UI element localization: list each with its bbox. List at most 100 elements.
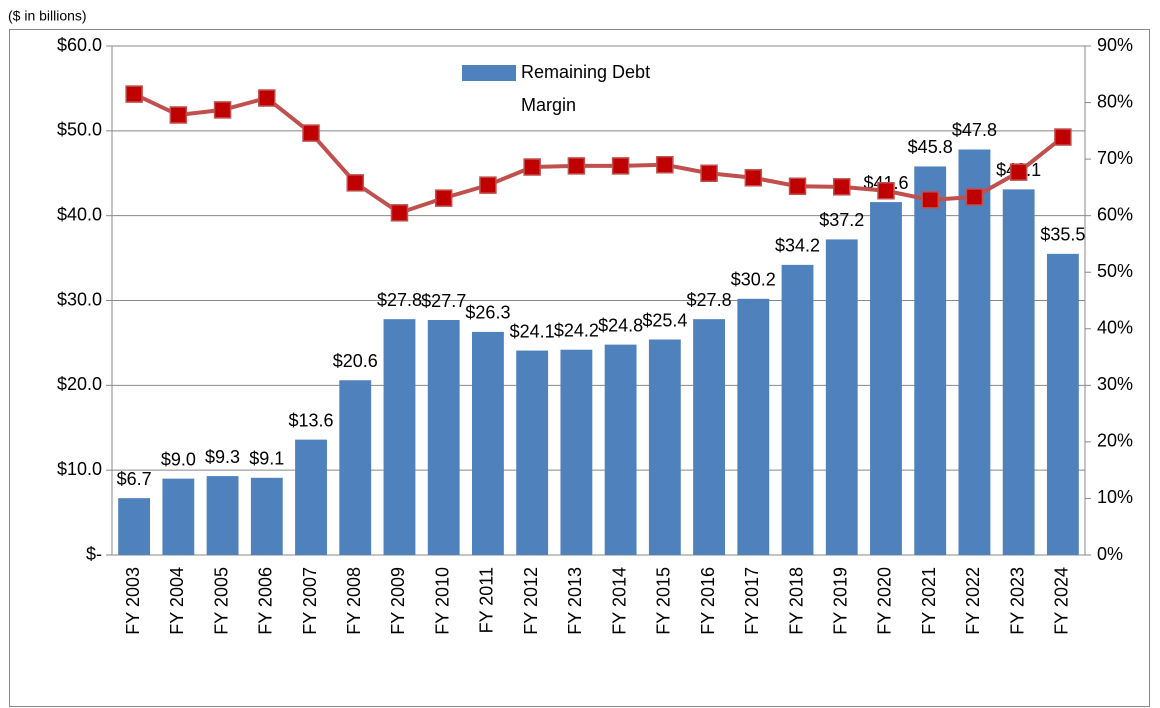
x-tick-label: FY 2011 [477, 567, 497, 633]
marker [258, 89, 276, 107]
bar [516, 350, 549, 555]
y-tick-label: $30.0 [57, 289, 102, 309]
x-tick-label: FY 2019 [831, 567, 851, 635]
y2-tick-label: 10% [1097, 487, 1133, 507]
bar [870, 202, 902, 556]
marker [213, 101, 232, 119]
bar [737, 298, 770, 555]
x-tick-label: FY 2010 [432, 567, 452, 635]
y-tick-label: $40.0 [57, 204, 102, 224]
x-tick-label: FY 2015 [654, 567, 674, 635]
x-tick-label: FY 2013 [565, 567, 585, 635]
bar [472, 331, 504, 555]
legend-label: Remaining Debt [521, 62, 650, 82]
x-tick-label: FY 2023 [1007, 567, 1027, 635]
x-tick-label: FY 2016 [698, 567, 718, 635]
bar [604, 344, 637, 555]
y-tick-label: $20.0 [57, 374, 102, 394]
data-label: $27.8 [687, 290, 732, 310]
marker [567, 157, 586, 175]
marker [1054, 128, 1072, 146]
marker [700, 164, 718, 182]
data-label: $30.2 [731, 270, 776, 290]
marker [523, 158, 541, 176]
marker [346, 174, 364, 192]
bar [825, 239, 858, 556]
y2-tick-label: 60% [1097, 204, 1133, 224]
data-label: $25.4 [642, 310, 687, 330]
bar [1002, 189, 1035, 555]
marker [479, 176, 497, 194]
x-tick-label: FY 2017 [742, 567, 762, 635]
y-tick-label: $10.0 [57, 459, 102, 479]
marker [390, 204, 409, 222]
marker [877, 182, 895, 200]
x-tick-label: FY 2003 [123, 567, 143, 635]
x-tick-label: FY 2022 [963, 567, 983, 635]
bar [914, 166, 947, 556]
data-label: $24.8 [598, 315, 643, 335]
x-tick-label: FY 2024 [1052, 567, 1072, 635]
x-tick-label: FY 2009 [388, 567, 408, 635]
data-label: $24.1 [510, 321, 555, 341]
data-label: $27.7 [421, 291, 466, 311]
marker [125, 85, 143, 103]
bar [648, 339, 681, 555]
bar [383, 319, 416, 555]
bar [693, 319, 725, 555]
y2-tick-label: 50% [1097, 261, 1133, 281]
x-tick-label: FY 2008 [344, 567, 364, 635]
bar [958, 149, 991, 555]
marker [921, 191, 939, 209]
y2-tick-label: 70% [1097, 148, 1133, 168]
marker [169, 106, 188, 124]
y2-tick-label: 80% [1097, 91, 1133, 111]
x-tick-label: FY 2012 [521, 567, 541, 635]
bar [118, 498, 151, 555]
data-label: $24.2 [554, 320, 599, 340]
y2-tick-label: 0% [1097, 544, 1123, 564]
chart-subtitle: ($ in billions) [8, 8, 87, 24]
bar [1046, 253, 1079, 555]
marker [434, 189, 453, 207]
bar [206, 476, 239, 555]
data-label: $35.5 [1040, 225, 1085, 245]
legend-label: Margin [521, 95, 576, 115]
x-tick-label: FY 2007 [300, 567, 320, 635]
marker [611, 157, 630, 175]
y2-tick-label: 20% [1097, 431, 1133, 451]
bar [339, 380, 372, 555]
y-tick-label: $50.0 [57, 120, 102, 140]
bar [427, 320, 460, 555]
data-label: $47.8 [952, 120, 997, 140]
x-tick-label: FY 2005 [211, 567, 231, 635]
x-tick-label: FY 2018 [786, 567, 806, 635]
data-label: $26.3 [465, 303, 510, 323]
y-tick-label: $60.0 [57, 35, 102, 55]
x-tick-label: FY 2004 [167, 567, 187, 635]
marker [656, 156, 674, 174]
marker [744, 169, 763, 187]
x-tick-label: FY 2021 [919, 567, 939, 635]
data-label: $37.2 [819, 210, 864, 230]
bar [781, 264, 814, 555]
y2-tick-label: 30% [1097, 374, 1133, 394]
data-label: $45.8 [908, 137, 953, 157]
x-tick-label: FY 2020 [875, 567, 895, 635]
marker [1009, 163, 1028, 181]
data-label: $20.6 [333, 351, 378, 371]
data-label: $27.8 [377, 290, 422, 310]
x-tick-label: FY 2014 [609, 567, 629, 635]
y2-tick-label: 40% [1097, 318, 1133, 338]
bar [162, 478, 195, 555]
y-tick-label: $- [86, 544, 102, 564]
marker [788, 177, 807, 196]
data-label: $13.6 [288, 410, 333, 430]
data-label: $34.2 [775, 236, 820, 256]
y2-tick-label: 90% [1097, 35, 1133, 55]
marker [833, 178, 851, 196]
bar [560, 349, 593, 555]
chart-frame [9, 29, 1150, 707]
